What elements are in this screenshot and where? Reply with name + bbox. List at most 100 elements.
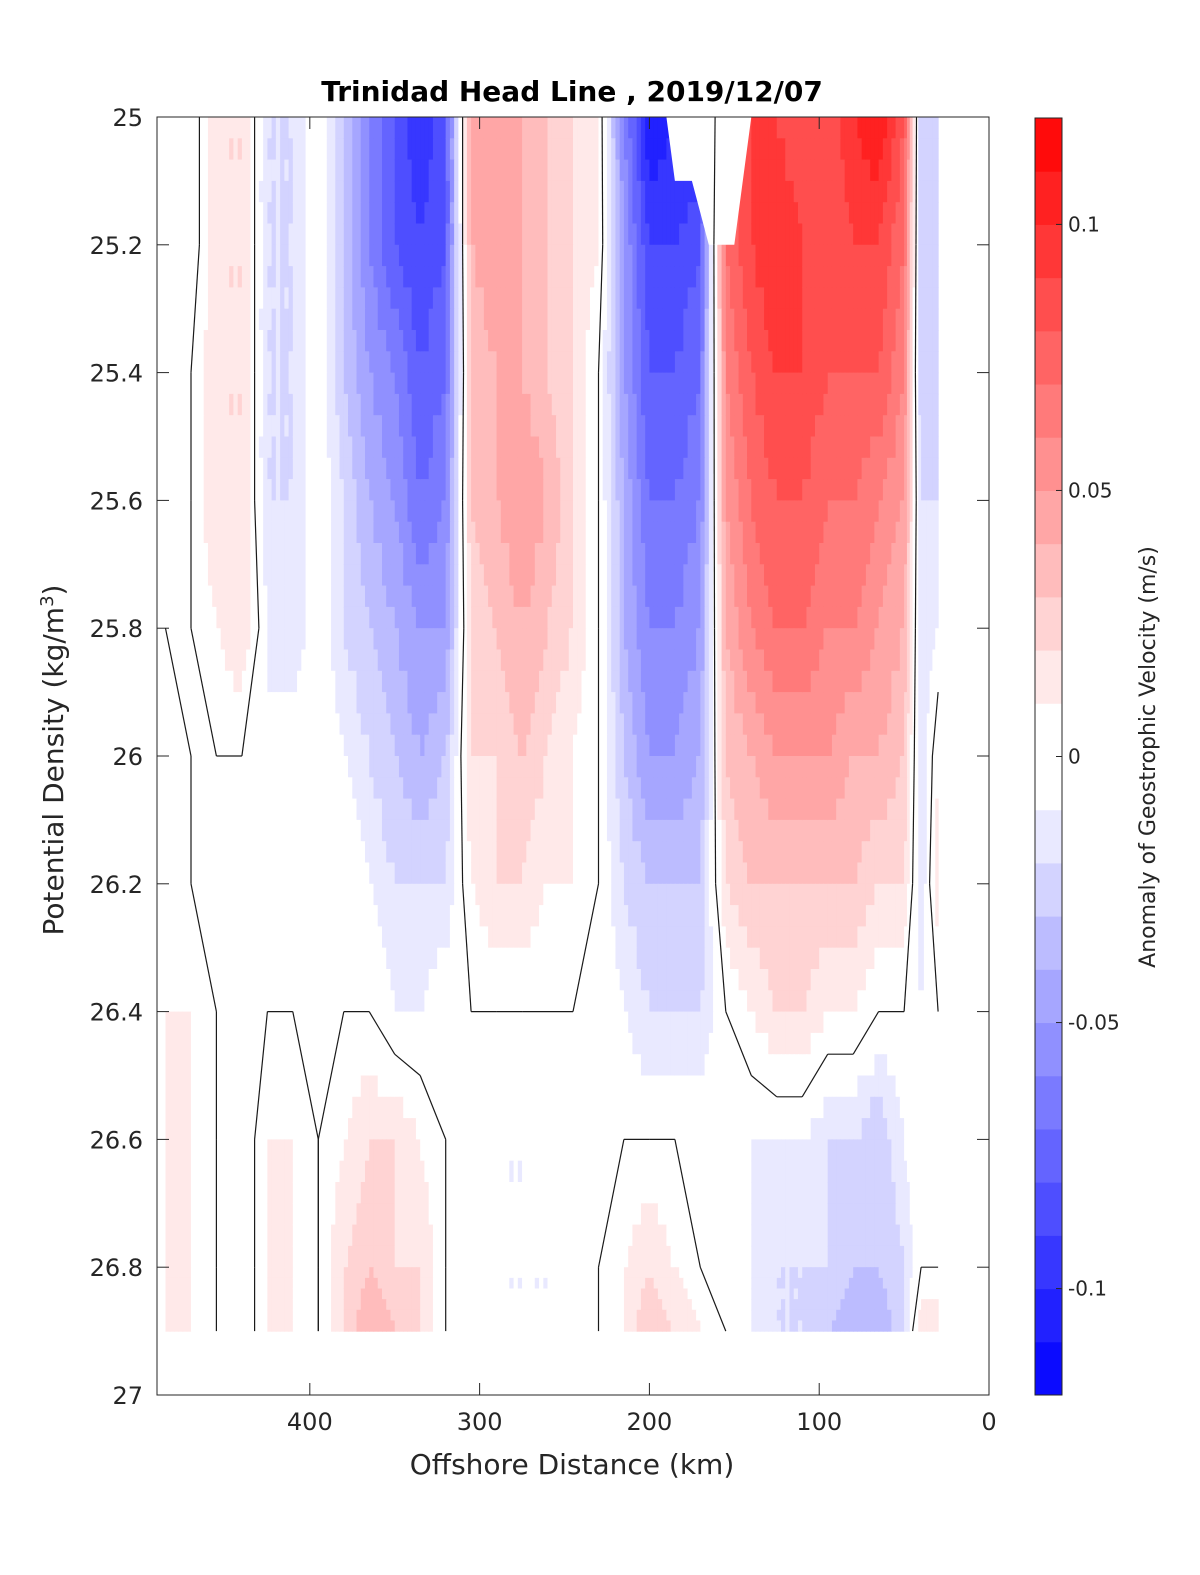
contour-cell — [640, 521, 646, 544]
contour-cell — [263, 606, 268, 629]
contour-cell — [250, 351, 256, 374]
contour-cell — [203, 330, 209, 352]
contour-cell — [301, 457, 307, 480]
contour-cell — [543, 180, 549, 203]
contour-cell — [212, 564, 218, 587]
contour-cell — [513, 117, 519, 139]
contour-cell — [186, 308, 192, 331]
contour-cell — [776, 372, 782, 395]
contour-cell — [861, 138, 867, 161]
contour-cell — [551, 564, 557, 587]
contour-cell — [568, 159, 574, 182]
contour-cell — [428, 159, 434, 182]
contour-cell — [912, 393, 917, 416]
contour-cell — [772, 436, 778, 459]
contour-cell — [921, 351, 925, 374]
contour-cell — [263, 202, 268, 225]
contour-cell — [275, 734, 281, 757]
contour-cell — [246, 287, 251, 310]
contour-cell — [781, 457, 786, 480]
contour-cell — [895, 180, 901, 203]
contour-cell — [840, 202, 846, 225]
contour-cell — [475, 372, 481, 395]
contour-cell — [785, 244, 791, 267]
contour-cell — [666, 287, 672, 310]
contour-cell — [420, 308, 426, 331]
contour-cell — [840, 351, 846, 374]
contour-cell — [747, 159, 752, 182]
contour-cell — [585, 330, 591, 352]
contour-cell — [326, 308, 332, 331]
contour-cell — [772, 266, 778, 288]
contour-cell — [594, 415, 600, 438]
contour-cell — [517, 521, 523, 544]
contour-cell — [556, 521, 561, 544]
contour-cell — [428, 670, 434, 693]
contour-cell — [602, 308, 608, 331]
contour-cell — [165, 606, 171, 629]
contour-cell — [577, 372, 583, 395]
contour-cell — [314, 287, 319, 310]
contour-cell — [918, 287, 922, 310]
contour-cell — [386, 585, 392, 608]
contour-cell — [432, 372, 438, 395]
contour-cell — [356, 330, 362, 352]
contour-cell — [793, 308, 799, 331]
contour-cell — [640, 372, 646, 395]
contour-cell — [369, 564, 375, 587]
contour-cell — [420, 628, 426, 651]
contour-cell — [662, 479, 667, 501]
contour-cell — [679, 457, 684, 480]
contour-cell — [500, 159, 506, 182]
contour-cell — [874, 138, 880, 161]
contour-cell — [505, 649, 510, 672]
contour-cell — [373, 138, 379, 161]
contour-cell — [738, 372, 744, 395]
contour-cell — [471, 670, 476, 693]
contour-cell — [241, 223, 247, 246]
contour-cell — [848, 223, 854, 246]
contour-cell — [479, 308, 485, 331]
contour-cell — [339, 117, 345, 139]
contour-cell — [926, 372, 931, 395]
contour-cell — [526, 713, 532, 736]
contour-cell — [224, 500, 230, 523]
contour-cell — [814, 606, 820, 629]
contour-cell — [237, 479, 243, 501]
contour-cell — [186, 117, 192, 139]
contour-cell — [199, 734, 205, 757]
contour-cell — [909, 244, 914, 267]
contour-cell — [781, 117, 786, 139]
contour-cell — [500, 457, 506, 480]
contour-cell — [556, 393, 561, 416]
contour-cell — [802, 500, 808, 523]
contour-cell — [522, 287, 527, 310]
contour-cell — [420, 244, 426, 267]
contour-cell — [696, 585, 701, 608]
contour-cell — [853, 287, 858, 310]
contour-cell — [539, 393, 544, 416]
contour-cell — [352, 543, 358, 565]
contour-cell — [923, 159, 928, 182]
contour-cell — [445, 351, 451, 374]
contour-cell — [564, 372, 570, 395]
contour-cell — [195, 734, 201, 757]
contour-cell — [335, 223, 341, 246]
contour-cell — [921, 585, 925, 608]
contour-cell — [814, 308, 820, 331]
contour-cell — [420, 372, 426, 395]
contour-cell — [381, 266, 387, 288]
contour-cell — [904, 117, 908, 139]
contour-cell — [424, 415, 430, 438]
contour-cell — [611, 266, 617, 288]
contour-cell — [674, 521, 680, 544]
contour-cell — [797, 521, 803, 544]
contour-cell — [861, 159, 867, 182]
contour-cell — [365, 244, 370, 267]
contour-cell — [543, 244, 549, 267]
contour-cell — [373, 330, 379, 352]
contour-cell — [814, 415, 820, 438]
contour-cell — [173, 606, 179, 629]
contour-cell — [657, 330, 663, 352]
contour-cell — [309, 138, 315, 161]
